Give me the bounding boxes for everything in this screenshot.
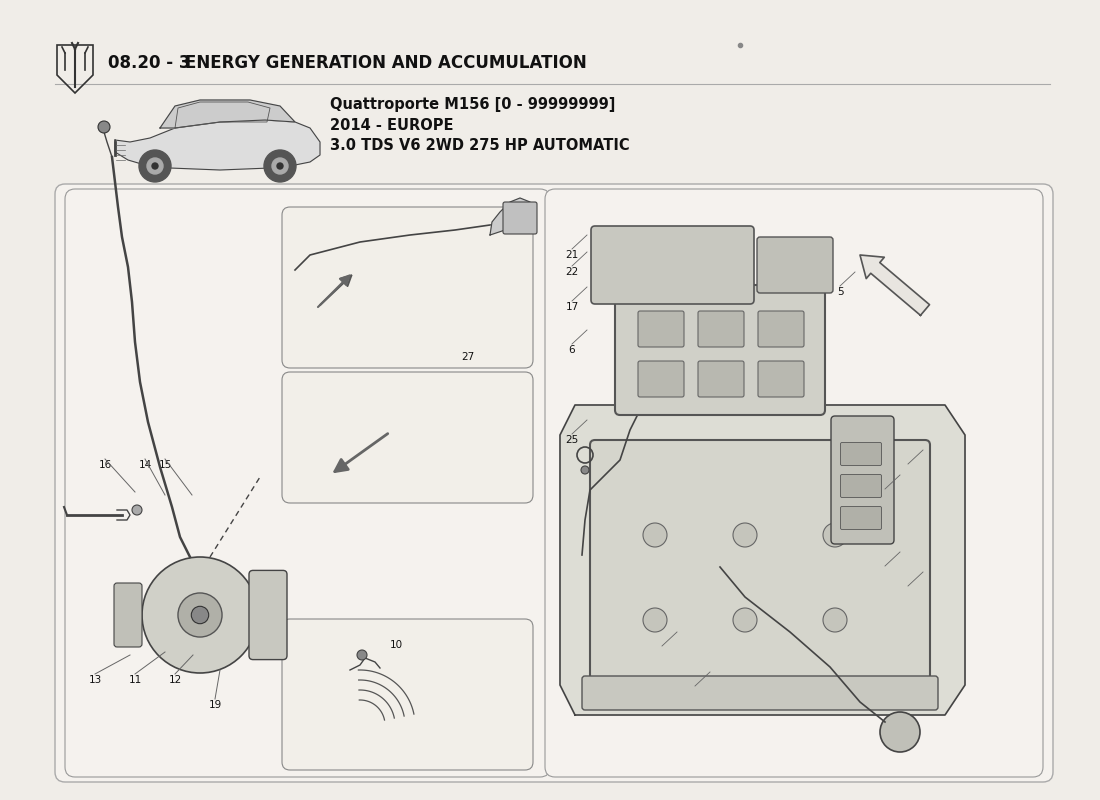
Circle shape <box>823 523 847 547</box>
FancyBboxPatch shape <box>503 202 537 234</box>
FancyBboxPatch shape <box>840 506 881 530</box>
Text: 10: 10 <box>390 640 403 650</box>
Circle shape <box>733 608 757 632</box>
Text: 7: 7 <box>882 567 889 577</box>
FancyBboxPatch shape <box>282 619 534 770</box>
Circle shape <box>277 163 283 169</box>
FancyBboxPatch shape <box>590 440 930 680</box>
FancyBboxPatch shape <box>582 676 938 710</box>
Text: 14: 14 <box>139 460 152 470</box>
Text: 3.0 TDS V6 2WD 275 HP AUTOMATIC: 3.0 TDS V6 2WD 275 HP AUTOMATIC <box>330 138 629 153</box>
Circle shape <box>880 712 920 752</box>
Circle shape <box>581 466 589 474</box>
FancyBboxPatch shape <box>698 311 744 347</box>
Text: 2: 2 <box>659 647 666 657</box>
Circle shape <box>98 121 110 133</box>
Text: 11: 11 <box>129 675 142 685</box>
Circle shape <box>191 606 209 624</box>
Circle shape <box>644 523 667 547</box>
FancyBboxPatch shape <box>638 311 684 347</box>
Text: 6: 6 <box>569 345 575 355</box>
FancyBboxPatch shape <box>698 361 744 397</box>
Text: 9: 9 <box>882 490 889 500</box>
Text: ENERGY GENERATION AND ACCUMULATION: ENERGY GENERATION AND ACCUMULATION <box>185 54 586 72</box>
FancyBboxPatch shape <box>758 311 804 347</box>
FancyBboxPatch shape <box>830 416 894 544</box>
Circle shape <box>152 163 158 169</box>
Polygon shape <box>490 198 535 235</box>
Polygon shape <box>560 405 965 715</box>
Text: 20: 20 <box>901 587 914 597</box>
Polygon shape <box>860 255 930 315</box>
Circle shape <box>264 150 296 182</box>
Text: 27: 27 <box>461 352 474 362</box>
Text: 5: 5 <box>837 287 844 297</box>
Circle shape <box>733 523 757 547</box>
Circle shape <box>132 505 142 515</box>
Text: 22: 22 <box>565 267 579 277</box>
FancyBboxPatch shape <box>55 184 1053 782</box>
FancyBboxPatch shape <box>114 583 142 647</box>
Polygon shape <box>116 120 320 170</box>
Circle shape <box>178 593 222 637</box>
Text: 25: 25 <box>565 435 579 445</box>
Text: 28: 28 <box>504 213 517 223</box>
Polygon shape <box>160 100 295 128</box>
FancyBboxPatch shape <box>615 285 825 415</box>
FancyBboxPatch shape <box>544 189 1043 777</box>
Text: 08.20 - 3: 08.20 - 3 <box>108 54 190 72</box>
Circle shape <box>147 158 163 174</box>
FancyBboxPatch shape <box>638 361 684 397</box>
Circle shape <box>644 608 667 632</box>
Text: 3: 3 <box>904 465 911 475</box>
FancyBboxPatch shape <box>757 237 833 293</box>
FancyBboxPatch shape <box>282 372 534 503</box>
FancyBboxPatch shape <box>249 570 287 659</box>
Circle shape <box>358 650 367 660</box>
FancyBboxPatch shape <box>758 361 804 397</box>
Text: 8: 8 <box>764 383 771 393</box>
FancyBboxPatch shape <box>840 474 881 498</box>
FancyBboxPatch shape <box>282 207 534 368</box>
Circle shape <box>142 557 258 673</box>
Text: 2014 - EUROPE: 2014 - EUROPE <box>330 118 453 133</box>
Text: 15: 15 <box>158 460 172 470</box>
Text: 13: 13 <box>88 675 101 685</box>
Text: 4: 4 <box>692 687 698 697</box>
Text: 17: 17 <box>565 302 579 312</box>
Circle shape <box>823 608 847 632</box>
Text: 21: 21 <box>565 250 579 260</box>
FancyBboxPatch shape <box>65 189 550 777</box>
Text: 1: 1 <box>717 383 724 393</box>
FancyBboxPatch shape <box>591 226 754 304</box>
Text: 12: 12 <box>168 675 182 685</box>
Text: 16: 16 <box>98 460 111 470</box>
FancyBboxPatch shape <box>840 442 881 466</box>
Text: 19: 19 <box>208 700 221 710</box>
Text: Quattroporte M156 [0 - 99999999]: Quattroporte M156 [0 - 99999999] <box>330 98 615 113</box>
Circle shape <box>139 150 170 182</box>
Circle shape <box>272 158 288 174</box>
